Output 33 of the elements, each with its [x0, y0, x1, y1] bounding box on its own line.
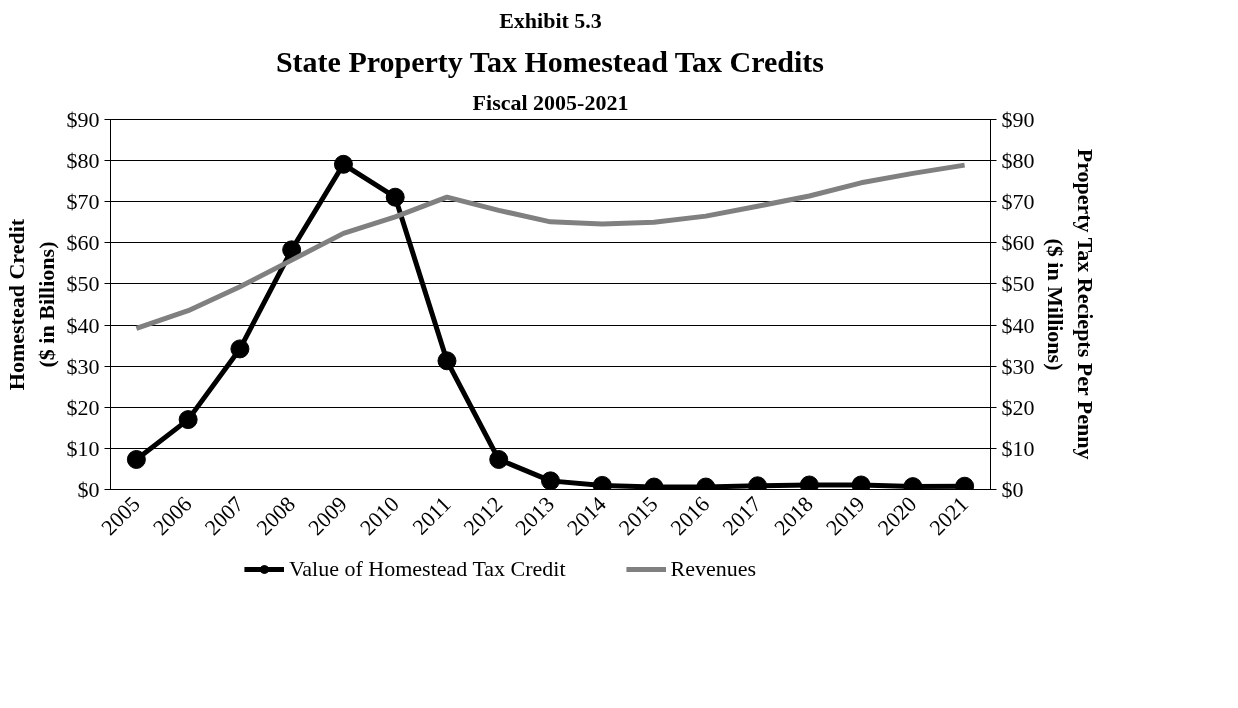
y-tick-label: $30 — [66, 353, 100, 379]
text: Exhibit 5.3 — [499, 7, 602, 33]
point — [282, 240, 302, 260]
y2-tick-label: $30 — [1001, 353, 1035, 379]
y2-tick-label: $90 — [1001, 107, 1035, 132]
y2-axis-title: Property Tax Reciepts Per Penny ($ in Millions) — [1042, 148, 1098, 460]
y2-tick-label: $40 — [1001, 312, 1035, 338]
y2-tick-label: $10 — [1001, 435, 1035, 461]
point — [230, 339, 250, 359]
y-tick-label: $10 — [66, 435, 100, 461]
y-tick-label: $90 — [66, 107, 100, 132]
point — [385, 187, 405, 207]
x-tick-label: 2011 — [407, 491, 456, 540]
y-tick-label: $70 — [66, 189, 100, 215]
y2-tick-label: $50 — [1001, 271, 1035, 297]
y2-tick-label: $80 — [1001, 148, 1035, 174]
y2-tick-label: $20 — [1001, 394, 1035, 420]
point — [437, 351, 457, 371]
y-tick-label: $40 — [66, 312, 100, 338]
legend-label: Value of Homestead Tax Credit — [288, 556, 566, 582]
y-tick-label: $20 — [66, 394, 100, 420]
y-axis-title: Homestead Credit ($ in Billions) — [3, 218, 59, 391]
y2-tick-label: $60 — [1001, 230, 1035, 256]
y-tick-label: $0 — [77, 477, 100, 502]
y2-tick-label: $0 — [1001, 477, 1024, 502]
y-tick-label: $50 — [66, 271, 100, 297]
y-tick-label: $60 — [66, 230, 100, 256]
legend-label: Revenues — [670, 556, 757, 582]
y2-tick-label: $70 — [1001, 189, 1035, 215]
chart-title: State Property Tax Homestead Tax Credits — [275, 44, 824, 78]
y-tick-label: $80 — [66, 148, 100, 174]
chart-subtitle: Fiscal 2005-2021 — [472, 89, 629, 115]
point — [333, 154, 353, 174]
